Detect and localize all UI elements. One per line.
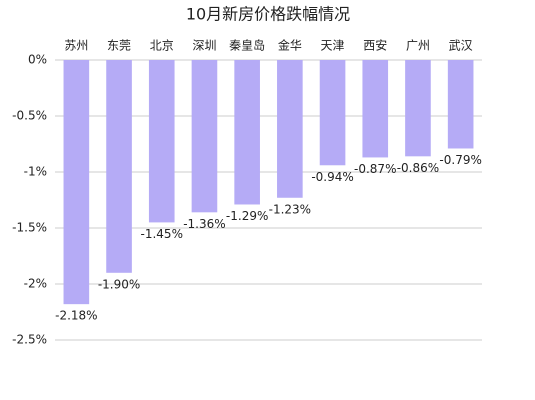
x-tick-label: 金华 [278, 38, 302, 53]
data-label: -1.29% [226, 209, 268, 223]
bar [148, 60, 175, 223]
x-tick-label: 西安 [363, 38, 387, 53]
x-tick-label: 广州 [406, 39, 430, 53]
x-tick-label: 天津 [321, 39, 345, 53]
data-label: -0.87% [354, 162, 396, 176]
y-tick-label: -1.5% [12, 221, 47, 235]
data-label: -2.18% [55, 309, 97, 323]
x-tick-label: 武汉 [449, 39, 473, 53]
bar [362, 60, 389, 158]
bar [234, 60, 260, 205]
y-tick-label: 0% [28, 53, 47, 67]
bar [277, 60, 303, 198]
bar [447, 60, 474, 149]
x-tick-label: 苏州 [64, 39, 88, 53]
x-tick-label: 秦皇岛 [229, 38, 265, 53]
data-label: -0.86% [397, 161, 439, 175]
bar [319, 60, 346, 166]
y-tick-label: -1% [24, 165, 47, 179]
x-tick-label: 北京 [150, 39, 174, 53]
y-tick-label: -0.5% [12, 109, 47, 123]
chart-title: 10月新房价格跌幅情况 [186, 5, 350, 24]
bar [191, 60, 218, 213]
data-label: -0.94% [311, 170, 353, 184]
bar [405, 60, 431, 157]
x-tick-label: 深圳 [192, 39, 216, 53]
data-label: -1.45% [141, 227, 183, 241]
bar [63, 60, 90, 305]
x-tick-label: 东莞 [107, 39, 131, 53]
y-tick-label: -2% [24, 277, 47, 291]
data-label: -1.36% [183, 217, 225, 231]
data-label: -1.90% [98, 277, 140, 291]
y-tick-label: -2.5% [12, 333, 47, 347]
data-label: -0.79% [439, 153, 481, 167]
bar [106, 60, 132, 273]
data-label: -1.23% [269, 202, 311, 216]
